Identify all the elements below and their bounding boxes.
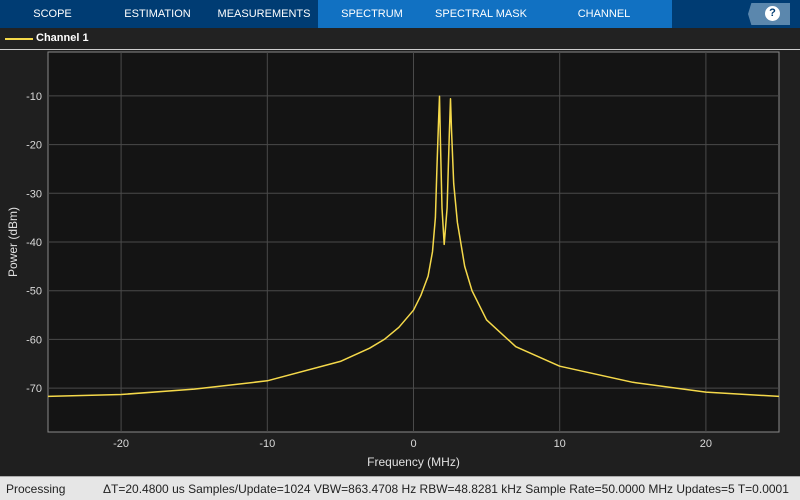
tab-channel-measurements[interactable]: CHANNEL MEASUREMENTS <box>536 0 672 48</box>
x-axis-label: Frequency (MHz) <box>367 455 460 469</box>
tab-scope[interactable]: SCOPE <box>33 8 72 20</box>
spectrum-plot: -20 -10 0 10 20 -10 -20 -30 -40 -50 -60 -70 Frequenc… <box>6 51 780 469</box>
tab-measurements[interactable]: MEASUREMENTS <box>217 8 311 20</box>
legend-label-channel-1[interactable]: Channel 1 <box>36 32 89 44</box>
y-axis-label: Power (dBm) <box>6 207 20 277</box>
tab-estimation[interactable]: ESTIMATION <box>124 8 191 20</box>
legend: Channel 1 <box>0 28 800 50</box>
x-tick-label: -10 <box>259 438 275 450</box>
x-tick-label: 20 <box>700 438 712 450</box>
help-icon: ? <box>765 6 780 21</box>
x-tick-label: -20 <box>113 438 129 450</box>
series-line-channel-1 <box>47 95 780 398</box>
x-tick-label: 0 <box>410 438 416 450</box>
y-tick-label: -60 <box>26 334 42 346</box>
tab-spectral-mask[interactable]: SPECTRAL MASK <box>426 0 536 28</box>
help-button[interactable]: ? <box>748 3 790 25</box>
tab-spectrum[interactable]: SPECTRUM <box>318 0 426 28</box>
y-tick-label: -70 <box>26 383 42 395</box>
legend-line-channel-1 <box>5 38 33 40</box>
toolstrip: SCOPE ESTIMATION MEASUREMENTS SPECTRUM SPECT… <box>0 0 800 48</box>
y-tick-label: -40 <box>26 237 42 249</box>
status-state: Processing <box>6 482 66 496</box>
status-bar: Processing ΔT=20.4800 us Samples/Update=… <box>0 476 800 500</box>
x-tick-label: 10 <box>554 438 566 450</box>
y-tick-label: -50 <box>26 286 42 298</box>
y-tick-label: -10 <box>26 91 42 103</box>
y-tick-label: -20 <box>26 140 42 152</box>
y-tick-label: -30 <box>26 188 42 200</box>
status-info: ΔT=20.4800 us Samples/Update=1024 VBW=86… <box>103 482 789 496</box>
